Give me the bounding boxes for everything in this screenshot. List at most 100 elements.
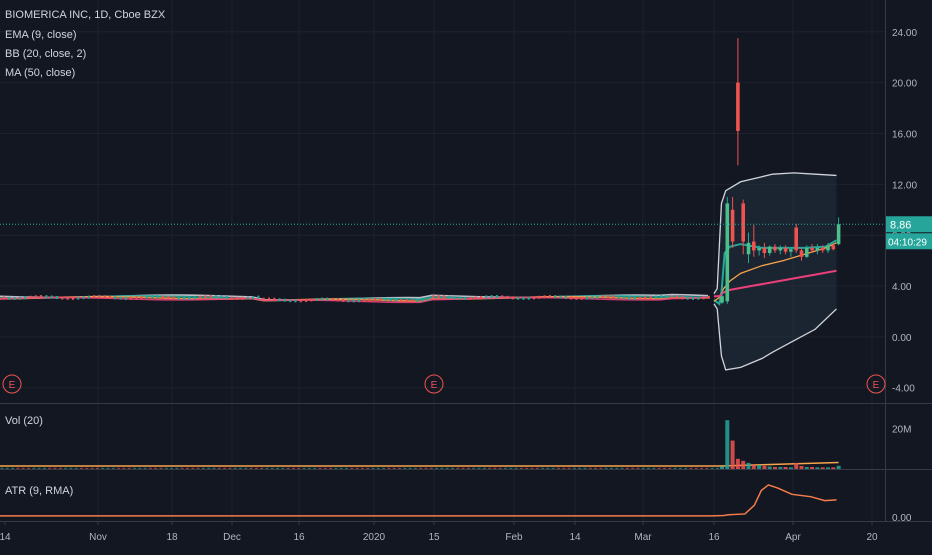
legend-ma[interactable]: MA (50, close) bbox=[5, 67, 76, 79]
volume-bar bbox=[138, 467, 142, 469]
volume-bar bbox=[58, 467, 62, 469]
candle-body bbox=[778, 247, 783, 251]
volume-bar bbox=[207, 467, 211, 469]
volume-bar bbox=[440, 467, 444, 469]
volume-bar bbox=[705, 467, 709, 469]
price-tick-label: 20.00 bbox=[892, 79, 917, 90]
volume-bar bbox=[678, 467, 682, 469]
time-tick-label: Mar bbox=[634, 532, 652, 543]
legend-ema[interactable]: EMA (9, close) bbox=[5, 29, 77, 41]
volume-bar bbox=[339, 467, 343, 469]
candle-body bbox=[752, 241, 756, 251]
volume-bar bbox=[408, 467, 412, 469]
price-tick-label: 12.00 bbox=[892, 180, 917, 191]
legend-bb[interactable]: BB (20, close, 2) bbox=[5, 48, 87, 60]
volume-bar bbox=[403, 467, 407, 469]
volume-bar bbox=[472, 467, 476, 469]
volume-bar bbox=[212, 467, 216, 469]
time-tick-label: Apr bbox=[785, 532, 801, 543]
volume-bar bbox=[154, 467, 158, 469]
volume-bar bbox=[684, 467, 688, 469]
volume-bar bbox=[652, 467, 656, 469]
volume-bar bbox=[615, 467, 619, 469]
volume-bar bbox=[716, 467, 719, 469]
volume-bar bbox=[836, 465, 841, 469]
volume-bar bbox=[594, 467, 598, 469]
volume-bar bbox=[767, 466, 772, 469]
volume-bar bbox=[466, 467, 470, 469]
legend-atr[interactable]: ATR (9, RMA) bbox=[5, 485, 74, 497]
volume-bar bbox=[799, 465, 804, 469]
atr-tick-label: 0.00 bbox=[892, 513, 912, 524]
volume-bar bbox=[424, 467, 428, 469]
volume-bar bbox=[445, 467, 449, 469]
volume-bar bbox=[265, 467, 269, 469]
volume-bar bbox=[826, 467, 830, 469]
volume-bar bbox=[557, 467, 560, 469]
earnings-marker bbox=[866, 374, 886, 394]
volume-bar bbox=[292, 467, 295, 469]
volume-bar bbox=[461, 467, 465, 469]
volume-bar bbox=[201, 467, 205, 469]
volume-bar bbox=[482, 467, 486, 469]
volume-bar bbox=[689, 467, 693, 469]
volume-bar bbox=[191, 467, 195, 469]
volume-bar bbox=[260, 467, 264, 469]
volume-bar bbox=[143, 467, 147, 469]
volume-bar bbox=[773, 466, 777, 469]
legend-volume[interactable]: Vol (20) bbox=[5, 415, 43, 427]
volume-bar bbox=[429, 467, 433, 469]
volume-bar bbox=[175, 467, 179, 469]
volume-bar bbox=[720, 466, 724, 469]
candle-body bbox=[736, 82, 740, 131]
price-tick-label: 16.00 bbox=[892, 129, 917, 140]
volume-bar bbox=[810, 466, 815, 469]
volume-bar bbox=[477, 467, 481, 469]
volume-bar bbox=[133, 467, 136, 469]
volume-bar bbox=[53, 467, 57, 469]
price-tick-label: 4.00 bbox=[892, 282, 912, 293]
volume-bar bbox=[249, 467, 253, 469]
volume-bar bbox=[27, 467, 30, 469]
volume-bar bbox=[148, 467, 152, 469]
candle-body bbox=[741, 203, 745, 242]
legend-symbol[interactable]: BIOMERICA INC, 1D, Cboe BZX bbox=[5, 9, 166, 21]
candle-body bbox=[836, 224, 841, 245]
volume-bar bbox=[64, 467, 68, 469]
time-tick-label: 14 bbox=[569, 532, 581, 543]
volume-bar bbox=[578, 467, 582, 469]
price-tick-label: 24.00 bbox=[892, 28, 917, 39]
volume-bar bbox=[514, 467, 518, 469]
earnings-marker bbox=[424, 374, 444, 394]
volume-bar bbox=[419, 467, 423, 469]
candle-body bbox=[730, 209, 735, 242]
time-tick-label: Dec bbox=[223, 532, 241, 543]
volume-bar bbox=[180, 467, 184, 469]
time-tick-label: 15 bbox=[428, 532, 440, 543]
volume-bar bbox=[762, 465, 767, 469]
candle-body bbox=[799, 250, 804, 257]
volume-bar bbox=[783, 466, 788, 469]
volume-bar bbox=[244, 467, 248, 469]
volume-bar bbox=[69, 467, 73, 469]
volume-bar bbox=[599, 467, 603, 469]
volume-bar bbox=[509, 467, 513, 469]
volume-bar bbox=[5, 467, 9, 469]
time-tick-label: 16 bbox=[293, 532, 305, 543]
volume-bar bbox=[815, 467, 820, 469]
volume-bar bbox=[625, 467, 629, 469]
volume-bar bbox=[435, 467, 439, 469]
time-tick-label: Feb bbox=[505, 532, 523, 543]
volume-bar bbox=[371, 467, 375, 469]
price-tick-label: -4.00 bbox=[892, 384, 915, 395]
volume-bar bbox=[804, 466, 809, 469]
volume-bar bbox=[456, 467, 460, 469]
volume-bar bbox=[493, 467, 497, 469]
volume-bar bbox=[297, 467, 301, 469]
volume-bar bbox=[223, 467, 227, 469]
candle-body bbox=[805, 247, 809, 257]
volume-bar bbox=[382, 467, 386, 469]
volume-bar bbox=[101, 467, 105, 469]
